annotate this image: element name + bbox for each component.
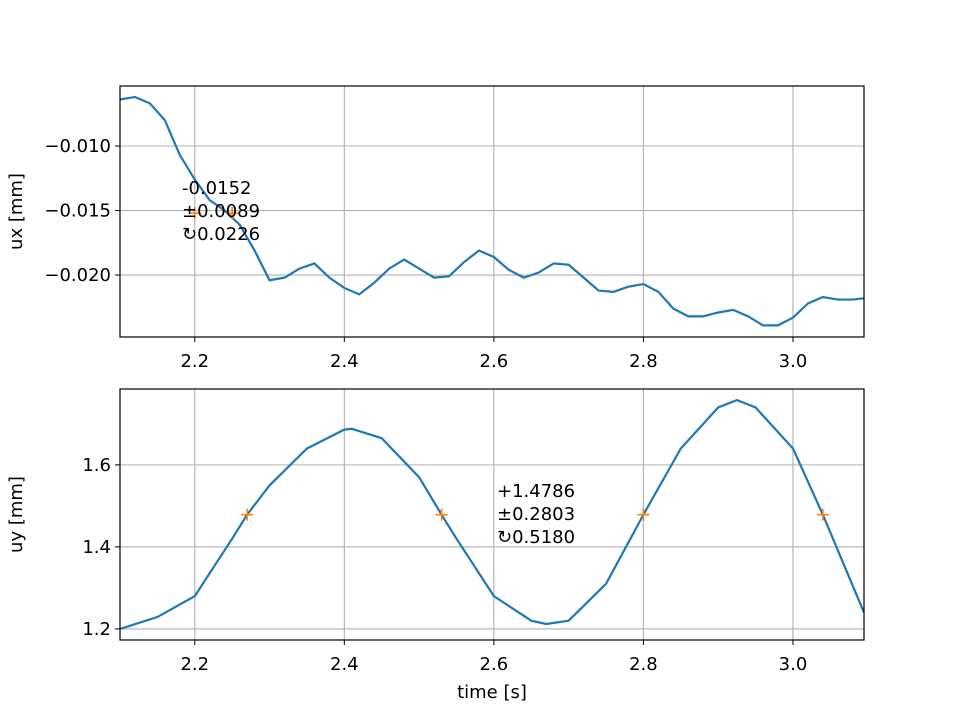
y-tick-label: −0.015 [44,201,111,222]
marker [188,207,201,220]
x-tick-label: 2.4 [330,351,359,372]
x-axis-label: time [s] [457,682,527,703]
x-tick-label: 2.6 [480,654,509,675]
annotation: +1.4786 [497,481,575,502]
x-tick-label: 2.4 [330,654,359,675]
annotation: ±0.2803 [497,504,575,525]
data-line [120,95,864,327]
marker [435,508,448,521]
marker [637,508,650,521]
marker [241,508,254,521]
y-axis-label: ux [mm] [6,173,27,250]
y-tick-label: 1.4 [82,537,111,558]
axes-frame [119,85,865,338]
y-tick-label: 1.2 [82,619,111,640]
marker [816,508,829,521]
x-tick-label: 2.2 [180,351,209,372]
y-axis-label: uy [mm] [6,476,27,553]
x-tick-label: 2.8 [629,351,658,372]
y-tick-label: 1.6 [82,455,111,476]
annotation: ±0.0089 [182,201,260,222]
axes-frame [119,388,865,641]
data-line [120,398,864,630]
x-tick-label: 3.0 [779,654,808,675]
marker [226,207,239,220]
annotation: ↻0.0226 [182,224,260,245]
x-tick-label: 3.0 [779,351,808,372]
x-tick-label: 2.6 [480,351,509,372]
y-tick-label: −0.020 [44,265,111,286]
x-tick-label: 2.2 [180,654,209,675]
annotation: ↻0.5180 [497,527,575,548]
annotation: -0.0152 [182,178,251,199]
y-tick-label: −0.010 [44,136,111,157]
x-tick-label: 2.8 [629,654,658,675]
